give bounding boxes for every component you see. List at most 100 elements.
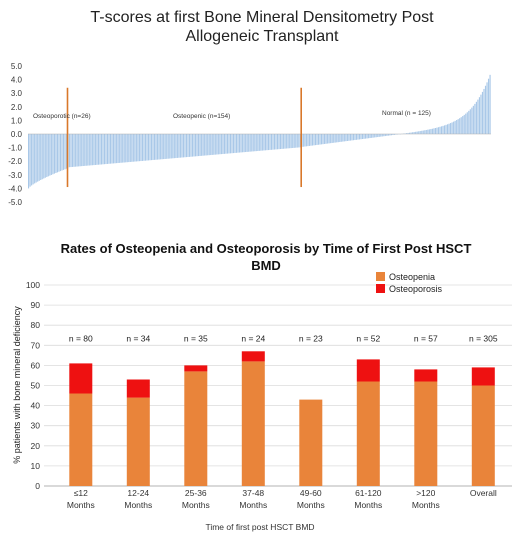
tscore-y-tick-label: 3.0	[11, 89, 23, 98]
tscore-bar	[29, 134, 31, 187]
x-category-label: 37-48	[242, 488, 264, 498]
tscore-bar	[434, 128, 436, 134]
tscore-bar	[226, 134, 229, 154]
tscore-bar	[123, 134, 125, 163]
tscore-chart: T-scores at first Bone Mineral Densitome…	[8, 9, 491, 207]
tscore-bar	[166, 134, 168, 159]
tscore-bar	[232, 134, 235, 154]
tscore-bar	[471, 107, 473, 134]
tscore-bar	[28, 134, 30, 189]
tscore-bar	[328, 134, 330, 144]
tscore-bar	[313, 134, 315, 146]
legend-swatch-osteopenia	[376, 272, 385, 281]
tscore-bar	[412, 132, 414, 134]
tscore-bar	[425, 129, 427, 134]
tscore-bar	[275, 134, 277, 150]
tscore-bar	[225, 134, 227, 154]
tscore-bar	[122, 134, 124, 163]
x-category-label-line2: Months	[354, 500, 382, 510]
tscore-bar	[152, 134, 154, 160]
osteopenia-y-axis-title: % patients with bone mineral deficiency	[12, 306, 22, 464]
tscore-bar	[415, 131, 417, 134]
tscore-bar	[228, 134, 230, 154]
tscore-bar	[348, 134, 350, 141]
tscore-bar	[357, 134, 359, 140]
tscore-bar	[205, 134, 207, 156]
tscore-bar	[428, 129, 430, 134]
x-category-label-line2: Months	[412, 500, 440, 510]
tscore-bar	[404, 133, 406, 134]
tscore-bar	[72, 134, 74, 167]
tscore-bar	[242, 134, 244, 153]
tscore-bar	[163, 134, 165, 160]
tscore-bar	[487, 78, 490, 134]
osteoporosis-bar	[69, 363, 93, 394]
n-label: n = 34	[126, 333, 150, 343]
tscore-bar	[179, 134, 181, 158]
tscore-bar	[416, 131, 418, 134]
tscore-bar	[79, 134, 81, 167]
x-category-label-line2: Months	[297, 500, 325, 510]
tscore-bar	[108, 134, 110, 164]
tscore-bar	[158, 134, 160, 160]
tscore-bar	[246, 134, 248, 152]
tscore-y-tick-label: -1.0	[8, 144, 22, 153]
tscore-bar	[419, 131, 421, 134]
tscore-bar	[454, 120, 456, 134]
tscore-bar	[316, 134, 318, 145]
tscore-bar	[439, 126, 441, 134]
tscore-bar	[65, 134, 68, 169]
tscore-bar	[484, 85, 487, 134]
n-label: n = 35	[184, 333, 208, 343]
tscore-bar	[211, 134, 213, 155]
tscore-bar	[360, 134, 362, 140]
osteoporosis-bar	[471, 367, 495, 386]
n-label: n = 57	[414, 333, 438, 343]
annotation-osteoporotic: Osteoporotic (n=26)	[33, 113, 91, 120]
tscore-bar	[308, 134, 311, 146]
tscore-bar	[334, 134, 336, 143]
osteopenia-y-tick-label: 30	[31, 421, 41, 431]
tscore-bar	[97, 134, 99, 165]
tscore-bar	[167, 134, 169, 159]
osteopenia-y-tick-label: 40	[31, 401, 41, 411]
tscore-bar	[62, 134, 65, 170]
tscore-bar	[283, 134, 285, 149]
tscore-bar	[363, 134, 365, 139]
tscore-bar	[213, 134, 215, 155]
tscore-bar	[49, 134, 51, 176]
x-category-label: 25-36	[185, 488, 207, 498]
tscore-bar	[125, 134, 127, 163]
tscore-bar	[372, 134, 374, 138]
tscore-bar	[304, 134, 306, 147]
tscore-bar	[170, 134, 172, 159]
tscore-bar	[132, 134, 134, 162]
tscore-bar	[90, 134, 92, 166]
tscore-bar	[73, 134, 75, 167]
n-label: n = 23	[299, 333, 323, 343]
tscore-bar	[161, 134, 163, 160]
tscore-bar	[381, 134, 383, 137]
tscore-bar	[103, 134, 106, 165]
tscore-bar	[392, 134, 394, 136]
tscore-bar	[135, 134, 137, 162]
tscore-bar	[460, 117, 462, 134]
tscore-bar	[336, 134, 338, 143]
tscore-bar	[46, 134, 48, 178]
tscore-bar	[462, 116, 464, 134]
tscore-bar	[368, 134, 370, 139]
tscore-bar	[126, 134, 128, 163]
tscore-bar	[345, 134, 347, 142]
x-category-label-line2: Months	[239, 500, 267, 510]
tscore-bar	[333, 134, 335, 143]
tscore-bar	[279, 134, 282, 150]
tscore-bar	[437, 127, 440, 134]
x-category-label: ≤12	[74, 488, 88, 498]
tscore-bar	[314, 134, 317, 146]
tscore-bar	[76, 134, 78, 167]
tscore-bar	[386, 134, 388, 136]
tscore-bar	[287, 134, 289, 149]
osteopenia-y-tick-label: 0	[35, 481, 40, 491]
tscore-bar	[296, 134, 298, 148]
osteopenia-y-tick-label: 100	[26, 280, 40, 290]
